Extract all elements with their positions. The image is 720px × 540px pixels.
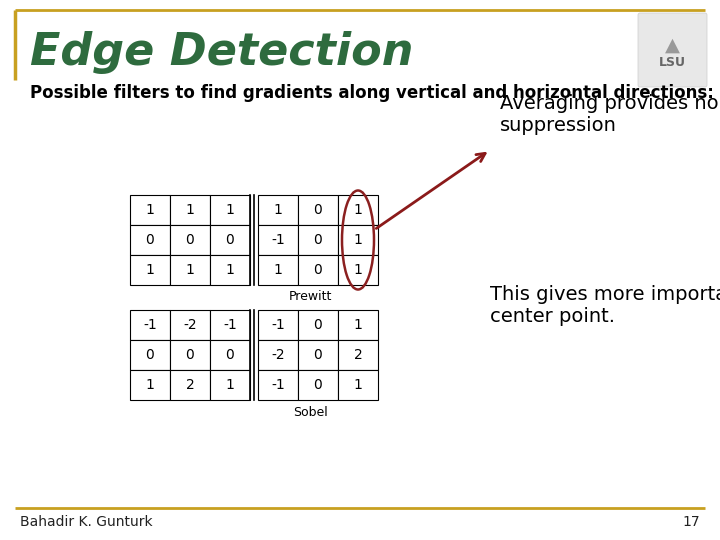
Text: 2: 2 [354,348,362,362]
Text: 1: 1 [186,263,194,277]
Bar [130,195,170,225]
Text: Edge Detection: Edge Detection [30,31,413,75]
Bar [130,310,170,340]
Text: 17: 17 [683,515,700,529]
Bar [258,310,298,340]
Bar [338,195,378,225]
Bar [210,255,250,285]
Text: 1: 1 [354,203,362,217]
Bar [338,225,378,255]
Text: 0: 0 [145,348,154,362]
Bar [298,195,338,225]
Text: 1: 1 [225,263,235,277]
Text: 0: 0 [314,263,323,277]
Text: 0: 0 [314,348,323,362]
Text: 0: 0 [314,203,323,217]
Bar [258,255,298,285]
Text: 0: 0 [225,233,235,247]
Bar [298,255,338,285]
Text: -1: -1 [143,318,157,332]
Bar [170,225,210,255]
Text: 1: 1 [354,378,362,392]
Text: 1: 1 [354,318,362,332]
Text: Possible filters to find gradients along vertical and horizontal directions:: Possible filters to find gradients along… [30,84,714,102]
Bar [210,370,250,400]
Bar [170,195,210,225]
Text: Sobel: Sobel [292,406,328,419]
Text: 0: 0 [314,378,323,392]
Bar [338,310,378,340]
Bar [258,225,298,255]
Text: 0: 0 [225,348,235,362]
Bar [298,370,338,400]
Bar [258,340,298,370]
Text: 1: 1 [145,203,154,217]
Bar [258,195,298,225]
Bar [338,255,378,285]
Text: Prewitt: Prewitt [288,291,332,303]
Bar [338,340,378,370]
Text: 0: 0 [314,318,323,332]
Bar [210,225,250,255]
Text: 1: 1 [274,203,282,217]
Text: 1: 1 [354,263,362,277]
Text: 1: 1 [145,263,154,277]
Bar [258,370,298,400]
Text: 1: 1 [225,203,235,217]
Bar [170,340,210,370]
Text: This gives more importance to the
center point.: This gives more importance to the center… [490,285,720,326]
Bar [210,340,250,370]
Bar [210,310,250,340]
Text: 0: 0 [186,233,194,247]
Bar [298,340,338,370]
Bar [338,370,378,400]
Text: -1: -1 [271,318,285,332]
Text: 1: 1 [186,203,194,217]
Text: 0: 0 [314,233,323,247]
Text: LSU: LSU [659,56,685,69]
Bar [298,310,338,340]
FancyBboxPatch shape [638,13,707,87]
Bar [298,225,338,255]
Bar [130,225,170,255]
Text: 1: 1 [274,263,282,277]
Text: 1: 1 [354,233,362,247]
Bar [130,255,170,285]
Text: 1: 1 [225,378,235,392]
Text: 0: 0 [145,233,154,247]
Text: 0: 0 [186,348,194,362]
Text: 2: 2 [186,378,194,392]
Text: -1: -1 [271,233,285,247]
Bar [130,370,170,400]
Text: 1: 1 [145,378,154,392]
Bar [170,255,210,285]
Bar [130,340,170,370]
Text: Bahadir K. Gunturk: Bahadir K. Gunturk [20,515,153,529]
Text: -1: -1 [223,318,237,332]
Bar [170,370,210,400]
Text: -2: -2 [271,348,285,362]
Bar [170,310,210,340]
Bar [210,195,250,225]
Text: Averaging provides noise
suppression: Averaging provides noise suppression [500,94,720,135]
Text: -1: -1 [271,378,285,392]
Text: -2: -2 [183,318,197,332]
Text: ▲: ▲ [665,36,680,55]
